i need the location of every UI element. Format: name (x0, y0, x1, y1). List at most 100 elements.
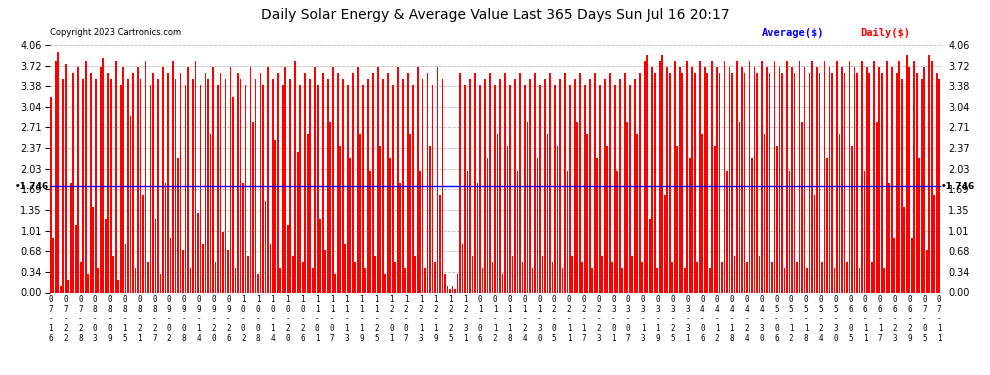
Bar (282, 85, 284, 292)
Bar (249, 67, 251, 292)
Bar (432, 85, 434, 292)
Text: 0
7
-
0
5: 0 7 - 0 5 (922, 295, 927, 343)
Text: •1.746: •1.746 (940, 182, 975, 190)
Text: 0
3
-
1
9: 0 3 - 1 9 (655, 295, 660, 343)
Bar (891, 67, 893, 292)
Bar (612, 262, 613, 292)
Bar (159, 274, 161, 292)
Text: 1
0
-
0
2: 1 0 - 0 2 (241, 295, 246, 343)
Text: 0
3
-
0
1: 0 3 - 0 1 (611, 295, 616, 343)
Text: 0
6
-
2
3: 0 6 - 2 3 (893, 295, 897, 343)
Bar (624, 73, 626, 292)
Text: 0
1
-
3
0: 0 1 - 3 0 (538, 295, 542, 343)
Bar (644, 61, 645, 292)
Text: 0
4
-
3
0: 0 4 - 3 0 (759, 295, 764, 343)
Bar (65, 64, 66, 292)
Bar (666, 67, 668, 292)
Bar (904, 207, 905, 292)
Bar (781, 73, 783, 292)
Bar (75, 225, 76, 292)
Text: 0
6
-
2
9: 0 6 - 2 9 (907, 295, 912, 343)
Bar (107, 73, 109, 292)
Bar (145, 61, 147, 292)
Bar (489, 73, 491, 292)
Bar (729, 67, 731, 292)
Text: 1
1
-
1
3: 1 1 - 1 3 (345, 295, 349, 343)
Bar (97, 268, 99, 292)
Bar (921, 79, 923, 292)
Bar (292, 256, 294, 292)
Bar (734, 256, 736, 292)
Bar (437, 67, 439, 292)
Bar (157, 79, 159, 292)
Bar (202, 244, 204, 292)
Text: 0
5
-
2
4: 0 5 - 2 4 (819, 295, 823, 343)
Bar (711, 61, 713, 292)
Text: 0
2
-
1
7: 0 2 - 1 7 (581, 295, 586, 343)
Bar (924, 67, 925, 292)
Bar (122, 67, 124, 292)
Bar (784, 268, 785, 292)
Bar (846, 262, 847, 292)
Text: 0
5
-
0
6: 0 5 - 0 6 (774, 295, 779, 343)
Bar (200, 85, 201, 292)
Bar (332, 67, 334, 292)
Bar (454, 290, 456, 292)
Bar (340, 146, 342, 292)
Bar (274, 140, 276, 292)
Bar (544, 79, 545, 292)
Bar (584, 85, 586, 292)
Bar (634, 79, 636, 292)
Bar (140, 79, 142, 292)
Bar (539, 85, 541, 292)
Bar (768, 73, 770, 292)
Bar (786, 61, 788, 292)
Bar (914, 61, 915, 292)
Bar (232, 98, 234, 292)
Bar (192, 79, 194, 292)
Bar (689, 158, 691, 292)
Bar (659, 61, 660, 292)
Bar (54, 61, 56, 292)
Text: 0
3
-
3
1: 0 3 - 3 1 (685, 295, 690, 343)
Bar (169, 238, 171, 292)
Bar (566, 171, 568, 292)
Bar (342, 79, 344, 292)
Text: 0
2
-
0
5: 0 2 - 0 5 (551, 295, 556, 343)
Bar (851, 146, 852, 292)
Bar (87, 274, 89, 292)
Bar (569, 85, 571, 292)
Bar (522, 262, 524, 292)
Bar (242, 183, 244, 292)
Bar (671, 262, 673, 292)
Bar (819, 73, 821, 292)
Bar (737, 61, 738, 292)
Bar (858, 268, 860, 292)
Text: 1
2
-
2
5: 1 2 - 2 5 (448, 295, 452, 343)
Bar (829, 67, 831, 292)
Bar (179, 73, 181, 292)
Bar (848, 61, 850, 292)
Bar (479, 85, 481, 292)
Bar (576, 122, 578, 292)
Bar (374, 256, 376, 292)
Text: 0
7
-
1
1: 0 7 - 1 1 (937, 295, 941, 343)
Bar (235, 268, 237, 292)
Text: 0
2
-
2
3: 0 2 - 2 3 (596, 295, 601, 343)
Bar (727, 171, 728, 292)
Bar (409, 134, 411, 292)
Text: 1
0
-
2
0: 1 0 - 2 0 (285, 295, 290, 343)
Bar (739, 122, 741, 292)
Bar (861, 61, 862, 292)
Bar (893, 238, 895, 292)
Bar (77, 67, 79, 292)
Bar (637, 134, 639, 292)
Bar (222, 231, 224, 292)
Bar (217, 85, 219, 292)
Bar (564, 73, 565, 292)
Bar (706, 73, 708, 292)
Text: 0
3
-
0
7: 0 3 - 0 7 (626, 295, 631, 343)
Bar (853, 67, 855, 292)
Bar (459, 73, 461, 292)
Bar (701, 134, 703, 292)
